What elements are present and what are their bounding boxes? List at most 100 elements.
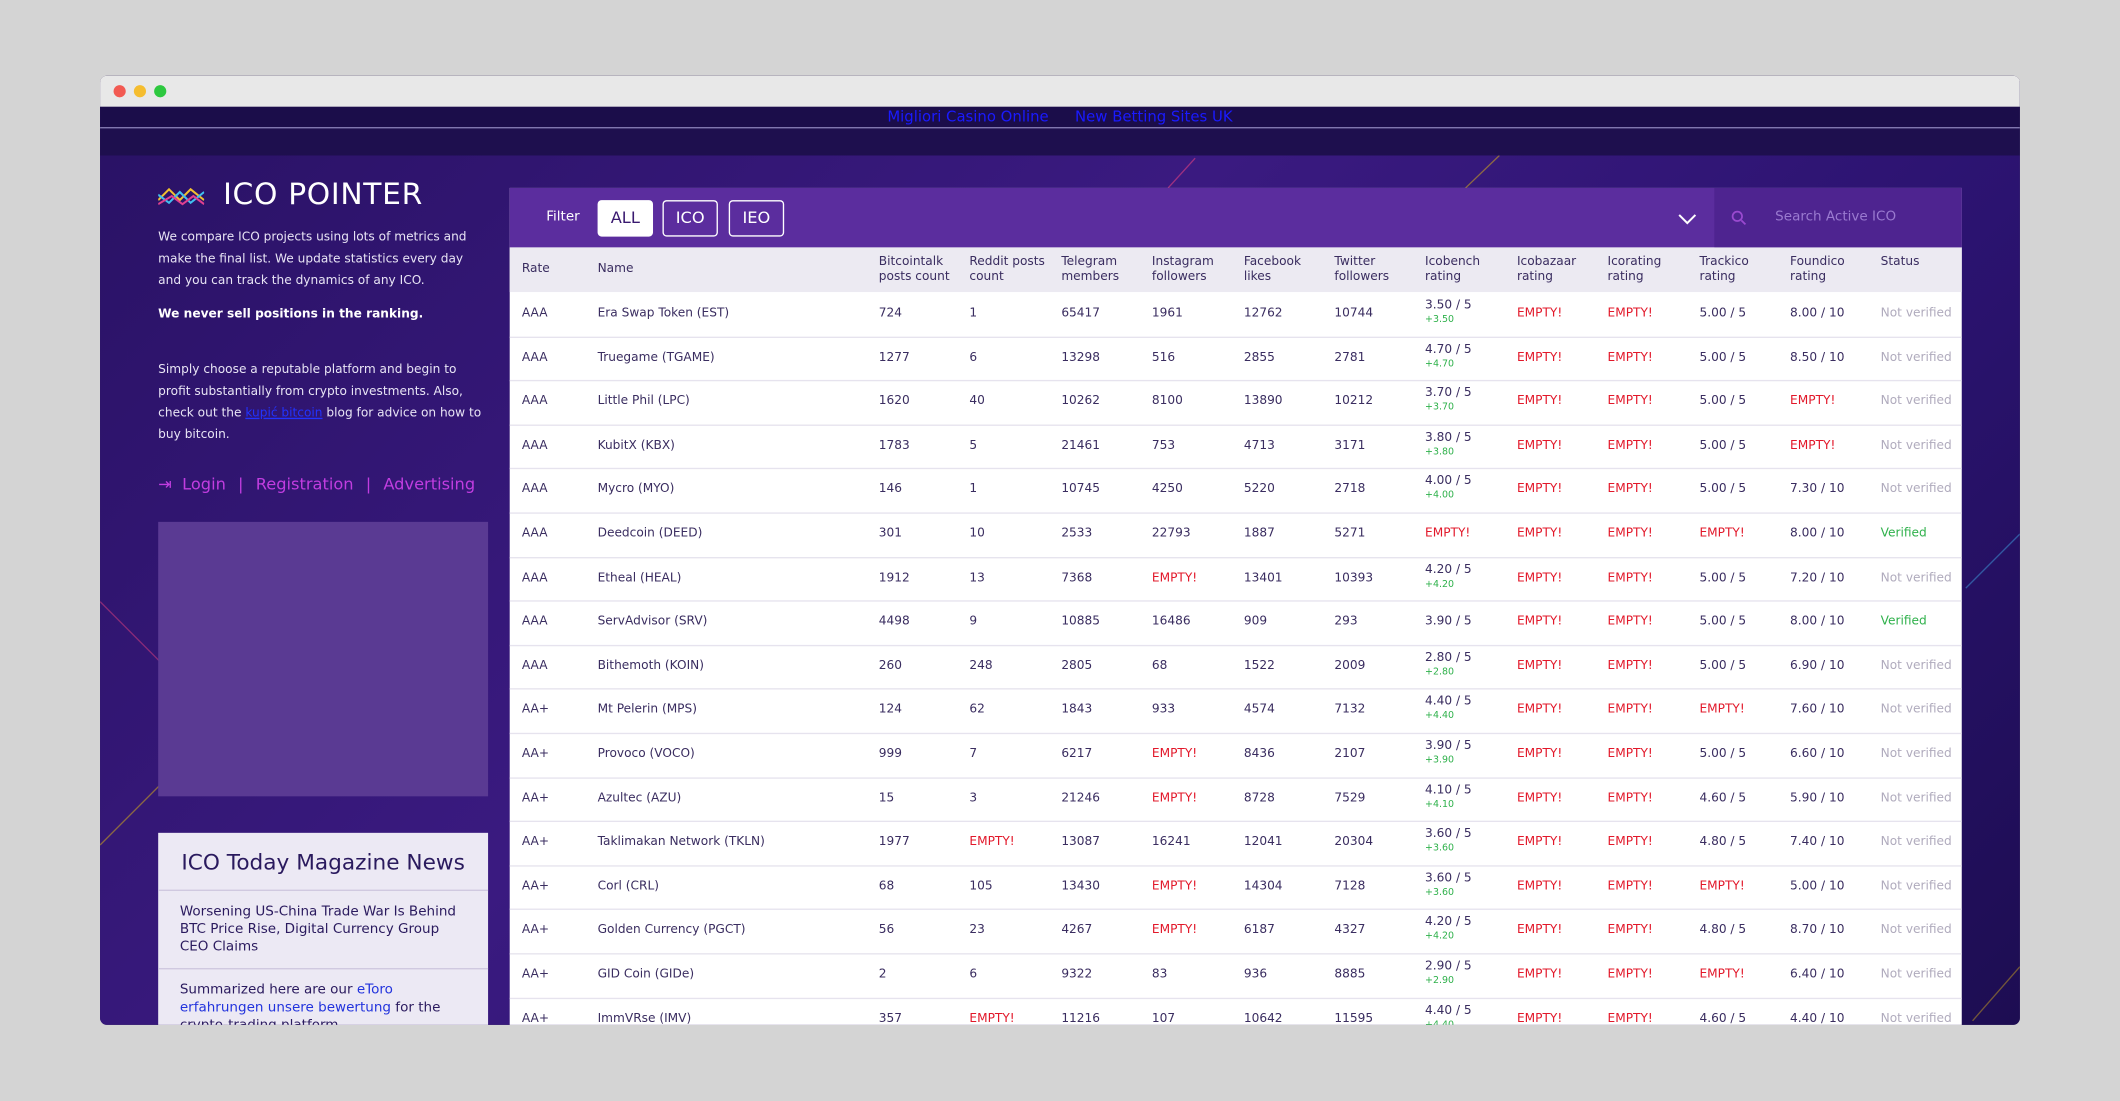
cell: 13430 xyxy=(1061,879,1101,894)
minimize-dot[interactable] xyxy=(133,85,147,98)
cell: GID Coin (GIDe) xyxy=(597,968,695,982)
rating-change: +4.20 xyxy=(1425,578,1455,589)
cell: 12041 xyxy=(1243,835,1283,850)
cell: Verified xyxy=(1880,615,1927,629)
column-header: Rate xyxy=(521,262,550,276)
table-row[interactable]: AAA KubitX (KBX) 1783 5 21461 753 4713 3171 3.80… xyxy=(509,424,1962,470)
cell: 8728 xyxy=(1243,791,1275,806)
column-header: Name xyxy=(597,262,634,276)
filter-button[interactable]: ALL xyxy=(597,200,654,237)
title-bar xyxy=(100,75,2020,107)
news-item[interactable]: Worsening US-China Trade War Is Behind B… xyxy=(158,891,489,970)
cell: EMPTY! xyxy=(1516,703,1563,718)
cell: AA+ xyxy=(521,1012,550,1025)
cell: 13890 xyxy=(1243,395,1283,409)
cell: Etheal (HEAL) xyxy=(597,571,682,585)
table-row[interactable]: AA+ ImmVRse (IMV) 357 EMPTY! 11216 107 10642 11… xyxy=(510,997,1962,1025)
column-header: Trackico rating xyxy=(1699,255,1749,284)
table-row[interactable]: AAA Era Swap Token (EST) 724 1 65417 1961 1276… xyxy=(509,292,1962,338)
rating-cell: 4.20 / 5 +4.20 xyxy=(1425,916,1472,943)
cell: 83 xyxy=(1151,968,1168,982)
cell: Not verified xyxy=(1880,747,1952,762)
rating: 3.60 / 5 xyxy=(1425,827,1472,842)
rating: 3.50 / 5 xyxy=(1425,298,1472,313)
cell: 293 xyxy=(1334,615,1358,629)
cell: EMPTY! xyxy=(1607,1012,1653,1025)
rating: 4.40 / 5 xyxy=(1425,695,1472,709)
cell: Not verified xyxy=(1880,835,1952,850)
table-row[interactable]: AAA Bithemoth (KOIN) 260 248 2805 68 1522 2009 2… xyxy=(509,645,1962,691)
table-row[interactable]: AA+ Mt Pelerin (MPS) 124 62 1843 933 4574 7132 4… xyxy=(509,689,1962,735)
filter-button[interactable]: ICO xyxy=(662,200,718,237)
table-row[interactable]: AAA ServAdvisor (SRV) 4498 9 10885 16486 909 29… xyxy=(509,601,1962,646)
table-row[interactable]: AA+ GID Coin (GIDe) 2 6 9322 83 936 8885 2.90 / … xyxy=(509,953,1962,999)
cell: Not verified xyxy=(1880,483,1952,497)
cell: EMPTY! xyxy=(1607,615,1653,629)
cell: 2855 xyxy=(1243,350,1275,365)
rating: 2.80 / 5 xyxy=(1425,651,1472,665)
cell: 10262 xyxy=(1061,395,1101,409)
cell: 10642 xyxy=(1243,1012,1283,1025)
cell: AAA xyxy=(521,659,548,674)
rating-cell: 3.80 / 5 +3.80 xyxy=(1425,431,1472,458)
cell: AA+ xyxy=(521,879,550,894)
auth-link[interactable]: Advertising xyxy=(383,474,476,494)
cell: 4574 xyxy=(1243,703,1275,718)
auth-link[interactable]: Registration xyxy=(255,474,354,494)
cell: 15 xyxy=(878,791,895,806)
intro: We compare ICO projects using lots of me… xyxy=(158,231,467,288)
table-row[interactable]: AAA Etheal (HEAL) 1912 13 7368 EMPTY! 13401 103… xyxy=(509,556,1962,602)
rating: 4.20 / 5 xyxy=(1425,915,1472,930)
rating-cell: 3.60 / 5 +3.60 xyxy=(1425,828,1472,855)
table-row[interactable]: AA+ Taklimakan Network (TKLN) 1977 EMPTY! 13… xyxy=(509,821,1962,867)
rating: 4.20 / 5 xyxy=(1425,563,1472,577)
cell: Mycro (MYO) xyxy=(597,483,675,497)
table-row[interactable]: AAA Truegame (TGAME) 1277 6 13298 516 2855 2781… xyxy=(509,336,1962,382)
link[interactable]: eToro erfahrungen unsere bewertung xyxy=(179,982,393,1016)
cell: 3.90 / 5 xyxy=(1425,615,1472,629)
table-row[interactable]: AA+ Azultec (AZU) 15 3 21246 EMPTY! 8728 7529 4.… xyxy=(509,777,1962,823)
table-row[interactable]: AA+ Provoco (VOCO) 999 7 6217 EMPTY! 8436 2107 3… xyxy=(509,733,1962,779)
filter-button[interactable]: IEO xyxy=(728,200,785,237)
cell: 6.40 / 10 xyxy=(1790,968,1845,982)
cell: EMPTY! xyxy=(969,835,1015,850)
cell: Little Phil (LPC) xyxy=(597,395,690,409)
cell: Not verified xyxy=(1880,1012,1952,1025)
close-dot[interactable] xyxy=(113,85,126,98)
cell: 8.00 / 10 xyxy=(1790,306,1845,321)
top-link[interactable]: Migliori Casino Online xyxy=(887,108,1049,126)
maximize-dot[interactable] xyxy=(154,85,167,98)
table-row[interactable]: AA+ Golden Currency (PGCT) 56 23 4267 EMPTY! 6… xyxy=(509,909,1962,955)
rating: 4.70 / 5 xyxy=(1425,342,1472,357)
search-box[interactable]: Search Active ICO xyxy=(1714,187,1962,248)
cell: 8100 xyxy=(1151,395,1183,409)
rating-change: +2.90 xyxy=(1425,974,1455,986)
rating-cell: 3.70 / 5 +3.70 xyxy=(1425,387,1472,414)
cell: 13298 xyxy=(1061,350,1101,365)
text: Summarized here are our xyxy=(179,982,353,998)
news-item: Summarized here are our eToro erfahrunge… xyxy=(158,969,488,1025)
column-header: Reddit posts count xyxy=(969,255,1045,284)
cell: EMPTY! xyxy=(1790,395,1836,409)
news-box: ICO Today Magazine News Worsening US-Chi… xyxy=(158,832,489,1025)
cell: EMPTY! xyxy=(1516,923,1563,938)
text: Simply choose a reputable platform and b… xyxy=(158,363,463,421)
dropdown-arrow[interactable] xyxy=(1678,212,1697,226)
top-link[interactable]: New Betting Sites UK xyxy=(1075,108,1233,126)
cell: EMPTY! xyxy=(1607,439,1653,453)
cell: Not verified xyxy=(1880,879,1952,894)
cell: Verified xyxy=(1880,527,1927,541)
logo[interactable]: ICO POINTER xyxy=(158,180,488,210)
cell: 5.00 / 5 xyxy=(1699,659,1747,674)
table-row[interactable]: AAA Deedcoin (DEED) 301 10 2533 22793 1887 5271… xyxy=(509,512,1962,558)
link[interactable]: kupić bitcoin xyxy=(245,406,323,421)
auth-link[interactable]: Login xyxy=(182,474,226,494)
cell: ImmVRse (IMV) xyxy=(597,1012,692,1025)
table-row[interactable]: AAA Little Phil (LPC) 1620 40 10262 8100 13890… xyxy=(509,380,1962,426)
text: blog for advice on how to buy bitcoin. xyxy=(158,406,482,443)
table-row[interactable]: AA+ Corl (CRL) 68 105 13430 EMPTY! 14304 7128 3.… xyxy=(509,865,1962,911)
table-row[interactable]: AAA Mycro (MYO) 146 1 10745 4250 5220 2718 4.00 … xyxy=(509,468,1962,514)
cell: EMPTY! xyxy=(1699,703,1745,718)
